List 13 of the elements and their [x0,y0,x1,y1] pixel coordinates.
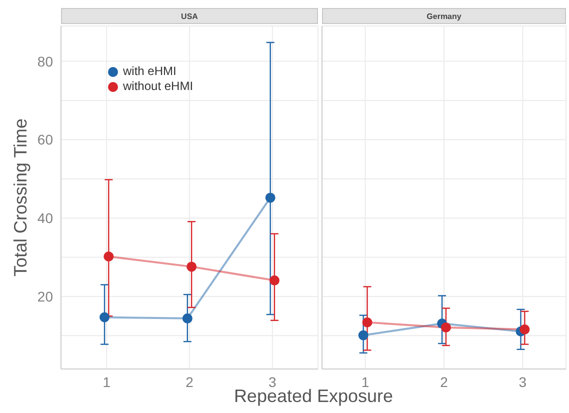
y-tick-label: 20 [37,288,54,304]
y-tick-label: 40 [37,210,54,226]
x-tick-label: 2 [186,374,194,390]
y-tick-label: 80 [37,53,54,70]
x-tick-label: 1 [102,374,111,390]
legend-label: without eHMI [123,79,194,94]
y-axis-title: Total Crossing Time [10,118,32,277]
x-tick-label: 3 [518,374,527,390]
y-tick-label: 60 [37,132,54,148]
chart-title: USA [61,8,318,24]
chart-title: Germany [322,8,566,24]
legend-label: with eHMI [123,64,176,79]
x-tick-label: 2 [440,374,448,390]
